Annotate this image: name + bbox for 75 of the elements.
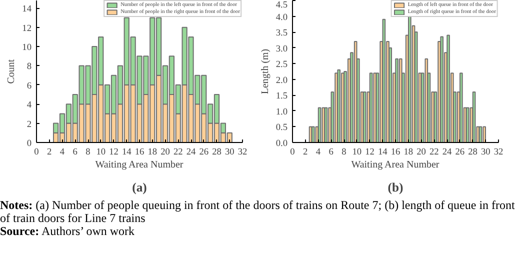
x-tick-label: 6: [328, 148, 334, 158]
x-tick-label: 12: [109, 148, 119, 158]
x-tick-label: 2: [47, 148, 52, 158]
y-tick-label: 8: [26, 62, 32, 72]
y-tick-label: 4.0: [276, 12, 288, 23]
x-tick-label: 30: [480, 148, 491, 158]
x-tick-label: 26: [455, 148, 465, 158]
y-tick-label: 1.5: [276, 92, 288, 102]
y-tick-label: 4.5: [276, 0, 288, 10]
y-tick-label: 2: [26, 120, 32, 130]
source-note: Source: Authors’ own work: [0, 224, 135, 238]
y-tick-label: 10: [22, 43, 32, 54]
y-tick-label: 12: [22, 24, 32, 34]
x-tick-label: 0: [34, 148, 40, 158]
x-tick-label: 14: [122, 148, 132, 158]
text: (b): [388, 180, 404, 194]
bar: [373, 72, 377, 142]
x-tick-label: 24: [442, 148, 452, 158]
bar: [460, 72, 463, 142]
x-tick-label: 6: [72, 148, 78, 158]
bar: [482, 126, 486, 142]
bar: [311, 126, 315, 142]
x-tick-label: 4: [60, 148, 65, 158]
bar: [478, 126, 482, 142]
x-tick-label: 18: [404, 148, 414, 158]
bar: [466, 107, 470, 142]
y-axis-title: Count: [6, 59, 18, 84]
bar: [337, 69, 341, 142]
x-tick-label: 0: [290, 148, 296, 158]
y-axis-title: Length (m): [260, 48, 271, 94]
y-tick-label: 3.0: [276, 44, 288, 54]
y-tick-label: 14: [22, 4, 32, 15]
x-tick-label: 28: [468, 148, 478, 158]
y-tick-label: 6: [26, 81, 32, 92]
text: (a): [132, 180, 147, 194]
x-tick-label: 24: [186, 148, 196, 158]
text: Notes: (a) Number of people queuing in front of the doors of trains on Route 7; (b) length of queue in front of train doors for Line 7 trains: [0, 198, 515, 225]
y-tick-label: 0: [26, 139, 32, 149]
bar: [369, 72, 373, 142]
y-tick-label: 0.0: [276, 139, 288, 149]
x-tick-label: 12: [365, 148, 375, 158]
x-tick-label: 8: [86, 148, 91, 158]
x-tick-label: 14: [378, 148, 388, 158]
x-tick-label: 2: [303, 148, 308, 158]
y-tick-label: 0.5: [276, 123, 288, 134]
y-tick-label: 2.5: [276, 60, 288, 70]
x-tick-label: 10: [352, 148, 362, 158]
y-tick-label: 4: [26, 100, 32, 111]
x-tick-label: 8: [342, 148, 347, 158]
bar: [382, 18, 386, 142]
bar: [395, 58, 398, 142]
bar: [408, 16, 412, 142]
x-tick-label: 20: [416, 148, 426, 158]
bar: [362, 92, 366, 142]
y-tick-label: 3.5: [276, 28, 288, 39]
x-tick-label: 20: [160, 148, 170, 158]
y-tick-label: 2.0: [276, 76, 288, 86]
x-tick-label: 28: [212, 148, 222, 158]
x-tick-label: 22: [429, 148, 440, 158]
x-axis-title: Waiting Area Number: [351, 160, 440, 170]
x-tick-label: 32: [238, 148, 248, 158]
x-tick-label: 26: [199, 148, 209, 158]
x-tick-label: 30: [224, 148, 235, 158]
x-tick-label: 18: [148, 148, 158, 158]
x-tick-label: 22: [173, 148, 184, 158]
x-tick-label: 10: [96, 148, 106, 158]
x-tick-label: 32: [494, 148, 504, 158]
x-axis-title: Waiting Area Number: [95, 160, 184, 170]
y-tick-label: 1.0: [276, 107, 288, 118]
bar: [440, 36, 444, 142]
bar: [424, 58, 428, 142]
bar: [446, 34, 450, 142]
x-tick-label: 16: [134, 148, 144, 158]
x-tick-label: 4: [316, 148, 321, 158]
x-tick-label: 16: [390, 148, 400, 158]
